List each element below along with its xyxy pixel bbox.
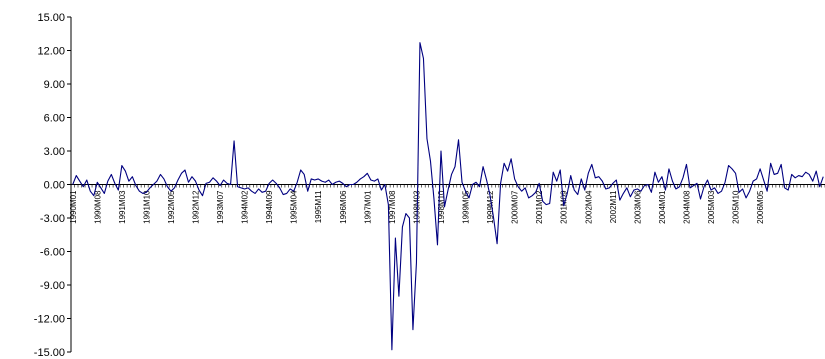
y-tick-label: 3.00 (44, 146, 65, 158)
y-tick-label: -9.00 (40, 280, 65, 292)
x-tick-label: 1991M03 (118, 190, 127, 224)
x-tick-label: 1994M02 (241, 190, 250, 224)
x-tick-label: 2005M10 (732, 190, 741, 224)
x-tick-label: 2005M03 (707, 190, 716, 224)
x-tick-label: 2003M06 (633, 190, 642, 224)
x-tick-label: 1992M12 (191, 190, 200, 224)
x-tick-label: 1992M05 (167, 190, 176, 224)
x-tick-label: 2001M02 (535, 190, 544, 224)
x-tick-label: 1991M10 (142, 190, 151, 224)
x-tick-label: 1997M01 (363, 190, 372, 224)
y-tick-label: 15.00 (37, 12, 65, 24)
x-tick-label: 2000M07 (511, 190, 520, 224)
series-line (72, 42, 824, 351)
y-tick-label: 12.00 (37, 46, 65, 58)
x-tick-label: 1999M05 (462, 190, 471, 224)
x-tick-label: 1996M06 (339, 190, 348, 224)
x-tick-label: 2004M01 (658, 190, 667, 224)
y-tick-label: -3.00 (40, 213, 65, 225)
x-tick-label: 1995M11 (314, 190, 323, 223)
y-axis: 15.00 12.00 9.00 6.00 3.00 0.00 -3.00 -6.00 -9.0… (34, 12, 72, 359)
y-tick-label: 6.00 (44, 113, 65, 125)
x-tick-label: 2001M09 (560, 190, 569, 224)
y-tick-label: 0.00 (44, 180, 65, 192)
x-tick-label: 1997M08 (388, 190, 397, 224)
x-tick-label: 2006M05 (756, 190, 765, 224)
y-tick-label: -12.00 (34, 314, 65, 326)
series-layer (72, 42, 824, 351)
x-axis: 1990M01 1990M08 1991M03 1991M10 1992M05 1992M… (69, 184, 825, 224)
y-tick-label: -6.00 (40, 247, 65, 259)
x-tick-label: 1995M04 (290, 190, 299, 224)
y-tick-label: -15.00 (34, 347, 65, 359)
x-tick-label: 1994M09 (265, 190, 274, 224)
x-tick-label: 1999M12 (486, 190, 495, 224)
x-tick-label: 2004M08 (682, 190, 691, 224)
x-tick-label: 1998M10 (437, 190, 446, 224)
x-tick-label: 1993M07 (216, 190, 225, 224)
x-tick-label: 2002M04 (584, 190, 593, 224)
x-tick-label: 1990M08 (93, 190, 102, 224)
x-tick-label: 2002M11 (609, 190, 618, 223)
x-tick-label: 1990M01 (69, 190, 78, 224)
y-tick-label: 9.00 (44, 79, 65, 91)
